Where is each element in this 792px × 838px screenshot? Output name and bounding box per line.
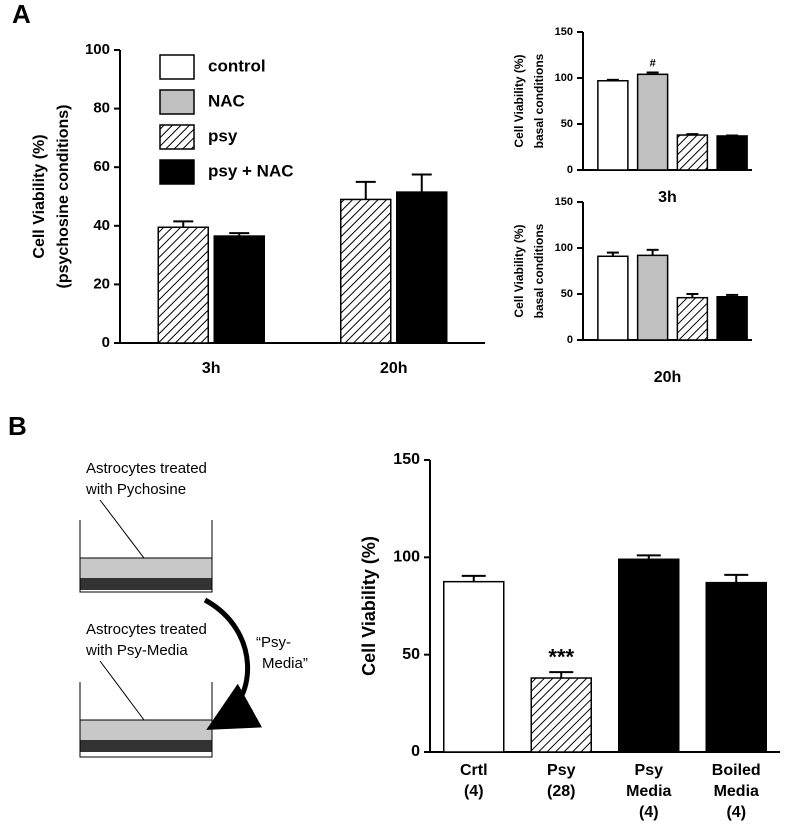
y-tick-label: 150: [555, 196, 573, 208]
x-tick-label: (4): [726, 804, 746, 821]
bar: [618, 558, 680, 753]
legend-swatch: [159, 54, 195, 80]
bar: [396, 191, 448, 344]
diagram-label: Astrocytes treated: [86, 621, 207, 638]
x-tick-label: Psy: [635, 762, 664, 779]
arrow-label: “Psy-: [256, 634, 291, 651]
annotation: ***: [548, 645, 574, 670]
medium: [80, 720, 212, 742]
bar: [716, 135, 748, 171]
diagram-label: with Psy-Media: [85, 642, 188, 659]
x-tick-label: Boiled: [712, 762, 761, 779]
transfer-arrow: [203, 597, 263, 730]
y-axis-label: basal conditions: [532, 223, 546, 318]
cell-layer: [80, 578, 212, 590]
y-tick-label: 100: [555, 72, 573, 84]
y-tick-label: 60: [93, 158, 110, 175]
bar: [530, 677, 592, 753]
panel-label: A: [12, 0, 31, 29]
pointer-line: [99, 499, 151, 567]
medium: [80, 558, 212, 580]
legend-label: NAC: [208, 91, 245, 110]
y-tick-label: 100: [393, 549, 420, 566]
x-tick-label: Psy: [547, 762, 576, 779]
y-tick-label: 50: [561, 118, 573, 130]
bar: [157, 226, 209, 344]
y-axis-label: Cell Viability (%): [359, 536, 379, 676]
bar: [597, 80, 629, 171]
y-tick-label: 0: [567, 334, 573, 346]
bar: [716, 296, 748, 341]
y-tick-label: 50: [402, 646, 420, 663]
bar: [597, 255, 629, 341]
arrow-label: Media”: [262, 655, 308, 672]
legend-swatch: [159, 159, 195, 185]
diagram-label: Astrocytes treated: [86, 460, 207, 477]
x-tick-label: (28): [547, 783, 575, 800]
legend-label: psy + NAC: [208, 161, 294, 180]
diagram: Astrocytes treated with Pychosine Astroc…: [79, 460, 308, 758]
y-tick-label: 0: [411, 743, 420, 760]
pointer-line: [99, 660, 151, 729]
legend-label: psy: [208, 126, 238, 145]
diagram-label: with Pychosine: [85, 481, 186, 498]
x-tick-label: Media: [714, 783, 759, 800]
y-tick-label: 40: [93, 217, 110, 234]
x-tick-label: 20h: [380, 360, 408, 377]
y-tick-label: 80: [93, 100, 110, 117]
y-tick-label: 0: [567, 164, 573, 176]
bar: [676, 296, 709, 341]
y-axis-label: (psychosine conditions): [55, 104, 72, 288]
bar: [705, 581, 767, 753]
bar: [636, 73, 669, 171]
legend-swatch: [159, 124, 195, 150]
bar: [676, 134, 709, 171]
y-tick-label: 100: [85, 41, 110, 58]
y-tick-label: 150: [555, 26, 573, 38]
x-tick-label: 3h: [202, 360, 221, 377]
x-tick-label: (4): [639, 804, 659, 821]
well: [79, 520, 213, 593]
y-tick-label: 20: [93, 275, 110, 292]
cell-layer: [80, 740, 212, 752]
bar: [443, 580, 505, 753]
legend-swatch: [159, 89, 195, 115]
y-axis-label: Cell Viability (%): [512, 54, 526, 147]
x-axis-label: 3h: [658, 189, 677, 206]
x-tick-label: (4): [464, 783, 484, 800]
x-axis-label: 20h: [654, 369, 682, 386]
y-axis-label: Cell Viability (%): [31, 134, 48, 258]
annotation: #: [650, 57, 656, 69]
bar: [213, 235, 265, 344]
legend-label: control: [208, 56, 266, 75]
x-tick-label: Media: [626, 783, 671, 800]
y-tick-label: 150: [393, 451, 420, 468]
x-tick-label: Crtl: [460, 762, 488, 779]
y-tick-label: 100: [555, 242, 573, 254]
y-tick-label: 0: [102, 334, 110, 351]
y-axis-label: basal conditions: [532, 53, 546, 148]
panel-label: B: [8, 411, 27, 441]
bar: [340, 198, 392, 344]
y-tick-label: 50: [561, 288, 573, 300]
y-axis-label: Cell Viability (%): [512, 224, 526, 317]
bar: [636, 254, 669, 341]
